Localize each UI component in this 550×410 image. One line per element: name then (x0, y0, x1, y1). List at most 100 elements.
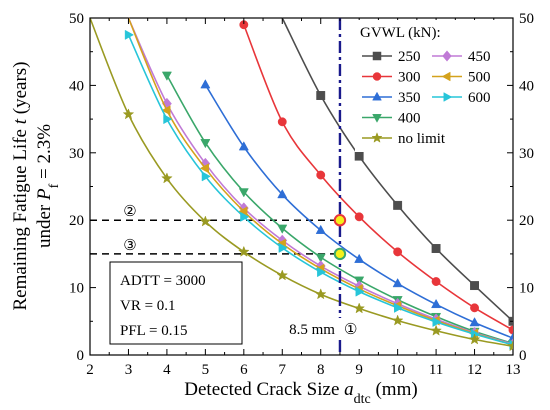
data-point (200, 139, 211, 149)
data-point (394, 302, 404, 313)
legend-entry: 400 (362, 111, 421, 127)
data-point (278, 242, 288, 253)
data-point (470, 281, 479, 291)
data-point (470, 303, 479, 313)
crack-line-label: 8.5 mm (289, 322, 335, 338)
data-point (507, 332, 513, 342)
crack-line-marker: ① (344, 322, 357, 338)
data-point (354, 151, 364, 161)
series-300 (239, 20, 513, 335)
highlight-point (333, 247, 347, 261)
data-point (431, 298, 442, 309)
data-point (507, 340, 513, 352)
data-point (238, 141, 249, 151)
crack-size-line: 8.5 mm ① (289, 18, 370, 355)
legend-label: 450 (468, 49, 491, 65)
data-point (393, 247, 403, 257)
x-tick-label: 13 (506, 362, 521, 378)
y-tick-label: 10 (69, 281, 84, 297)
data-point (443, 92, 453, 102)
data-point (316, 170, 326, 180)
legend-entry: 500 (432, 70, 491, 86)
legend-entry: 250 (362, 49, 421, 65)
legend-entry: 300 (362, 70, 421, 86)
reference-line-label: ② (123, 204, 136, 220)
x-tick-label: 11 (429, 362, 443, 378)
data-point (355, 286, 365, 297)
legend-title: GVWL (kN): (360, 25, 441, 41)
x-tick-label: 9 (355, 362, 363, 378)
data-point (468, 333, 481, 345)
data-point (392, 277, 403, 288)
data-point (201, 171, 211, 182)
data-point (161, 105, 171, 116)
x-tick-label: 2 (86, 362, 94, 378)
highlight-points (333, 214, 347, 261)
legend-entry: no limit (362, 131, 446, 147)
data-point (317, 267, 327, 278)
data-point (240, 211, 250, 222)
legend-label: 500 (468, 70, 491, 86)
data-point (441, 71, 451, 82)
data-point (200, 79, 211, 89)
data-point (238, 188, 249, 198)
legend: GVWL (kN): 250 300 350 400 no limit 450 500 600 (355, 20, 505, 152)
y-tick-label-right: 50 (519, 11, 534, 27)
y-tick-label: 50 (69, 11, 84, 27)
data-point (315, 224, 326, 234)
y-tick-label-right: 10 (519, 281, 534, 297)
data-point (199, 215, 212, 227)
data-point (372, 91, 382, 101)
y-tick-label: 40 (69, 78, 84, 94)
data-point (199, 163, 209, 174)
legend-label: 250 (398, 49, 421, 65)
legend-entry: 450 (432, 49, 491, 65)
data-point (372, 51, 382, 61)
data-point (161, 172, 173, 184)
data-point (431, 277, 441, 286)
series-lines (90, 17, 513, 352)
y-tick-label-right: 30 (519, 146, 534, 162)
y-axis-title-line2: under Pf = 2.3% (34, 124, 62, 248)
legend-entry: 350 (362, 90, 421, 106)
data-point (122, 108, 135, 120)
params-pfl: PFL = 0.15 (120, 323, 188, 339)
data-point (277, 117, 287, 127)
data-point (393, 200, 403, 210)
x-axis-title: Detected Crack Size adtc (mm) (184, 379, 417, 407)
x-tick-label: 4 (163, 362, 171, 378)
x-tick-label: 7 (279, 362, 287, 378)
data-point (430, 324, 442, 336)
data-point (277, 189, 288, 199)
data-point (237, 245, 250, 257)
data-point (372, 72, 382, 81)
series-line (127, 17, 513, 346)
data-point (316, 91, 326, 100)
params-box: ADTT = 3000 VR = 0.1 PFL = 0.15 (109, 261, 243, 345)
x-tick-label: 10 (390, 362, 405, 378)
y-axis-title-line1: Remaining Fatigue Life t (years) (10, 61, 31, 310)
data-point (354, 212, 364, 222)
series-line (166, 74, 513, 345)
data-point (372, 114, 382, 123)
legend-entry: 600 (432, 90, 491, 106)
data-point (124, 29, 135, 40)
reference-lines: ②③ (90, 204, 340, 255)
legend-label: 350 (398, 90, 421, 106)
series-350 (200, 79, 513, 342)
reference-line-label: ③ (123, 238, 136, 254)
y-tick-label: 30 (69, 146, 84, 162)
data-point (431, 244, 441, 253)
data-point (163, 114, 173, 125)
legend-label: no limit (398, 131, 446, 147)
y-tick-label-right: 20 (519, 213, 534, 229)
data-point (371, 132, 383, 143)
y-tick-label-right: 0 (519, 348, 527, 364)
crack-label-bg (309, 318, 370, 340)
x-tick-label: 6 (240, 362, 248, 378)
x-tick-label: 12 (467, 362, 482, 378)
series-no-limit (90, 17, 513, 352)
legend-label: 300 (398, 70, 421, 86)
